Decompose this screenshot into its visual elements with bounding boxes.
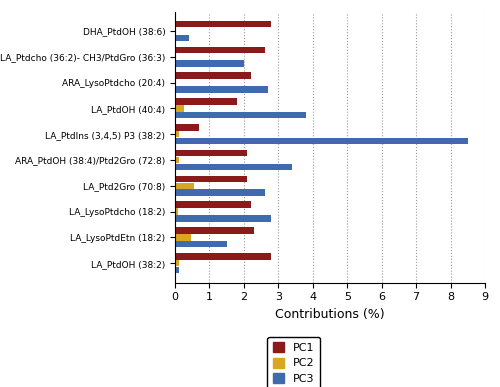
Bar [175,60,244,67]
Bar [175,253,272,260]
X-axis label: Contributions (%): Contributions (%) [275,308,385,321]
Bar [175,86,268,92]
Bar [175,157,179,163]
Bar [175,72,251,79]
Bar [175,176,248,182]
Bar [175,260,179,266]
Bar [175,34,189,41]
Bar [175,227,254,234]
Bar [175,241,227,247]
Bar [175,234,190,241]
Bar [175,202,251,208]
Bar [175,150,248,156]
Bar [175,47,264,53]
Bar [175,124,199,130]
Bar [175,183,194,189]
Bar [175,21,272,27]
Bar [175,215,272,222]
Bar [175,267,179,273]
Bar [175,112,306,118]
Bar [175,164,292,170]
Bar [175,138,468,144]
Legend: PC1, PC2, PC3: PC1, PC2, PC3 [268,337,320,387]
Bar [175,105,184,111]
Bar [175,208,178,215]
Bar [175,189,264,196]
Bar [175,131,179,137]
Bar [175,98,237,105]
